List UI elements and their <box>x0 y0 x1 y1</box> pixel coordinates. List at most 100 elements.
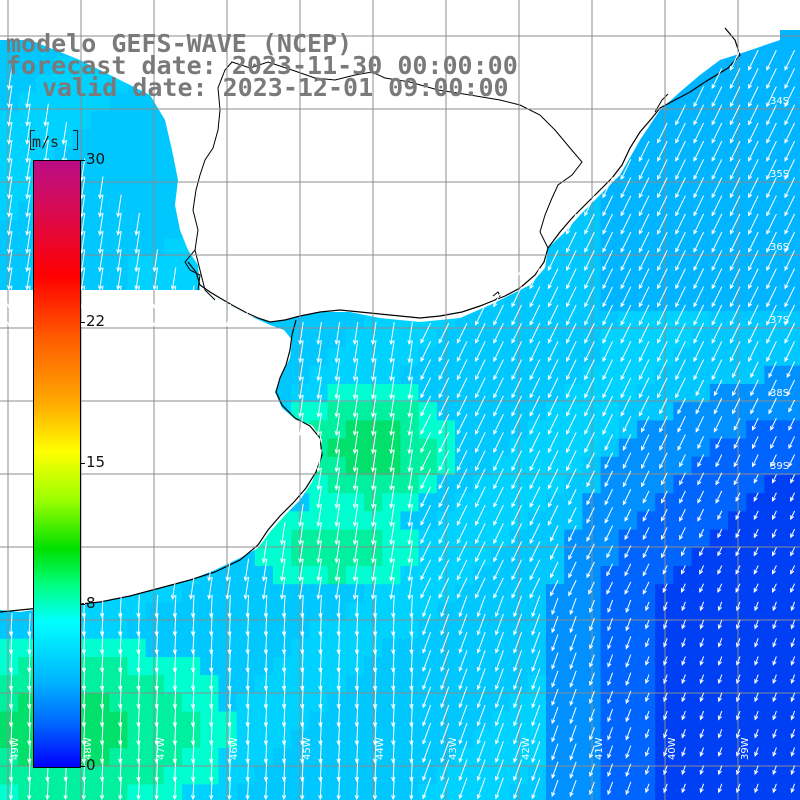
wind-arrow <box>784 159 796 181</box>
wind-arrow <box>422 668 432 691</box>
wind-arrow <box>711 286 723 308</box>
wind-arrow <box>511 304 523 326</box>
wind-arrow <box>420 541 432 563</box>
wind-arrow <box>352 558 359 582</box>
wind-arrow <box>589 617 595 632</box>
wind-arrow <box>695 397 705 415</box>
wind-arrow <box>280 522 286 546</box>
wind-arrow <box>440 595 450 618</box>
wind-arrow <box>7 194 13 218</box>
wind-arrow <box>607 654 614 668</box>
wind-arrow <box>440 631 450 654</box>
wind-arrow <box>768 361 777 379</box>
wind-arrow <box>699 565 705 575</box>
wind-arrow <box>699 547 705 557</box>
wind-arrow <box>389 322 395 346</box>
wind-arrow <box>620 195 632 217</box>
wind-arrow <box>659 397 668 415</box>
wind-arrow <box>715 472 723 486</box>
wind-arrow <box>547 359 559 381</box>
wind-arrow <box>625 654 632 668</box>
wind-arrow <box>316 413 322 437</box>
wind-arrow <box>98 267 104 291</box>
wind-arrow <box>586 488 595 506</box>
wind-arrow <box>681 619 686 630</box>
wind-arrow <box>352 340 359 364</box>
wind-arrow <box>693 359 705 381</box>
wind-arrow <box>620 395 632 417</box>
wind-arrow <box>790 747 796 757</box>
wind-arrow <box>693 104 705 126</box>
wind-arrow <box>316 322 322 346</box>
wind-arrow <box>209 776 214 800</box>
wind-arrow <box>511 268 523 290</box>
wind-arrow <box>602 268 614 290</box>
wind-arrow <box>422 722 432 745</box>
wind-arrow <box>475 577 486 599</box>
wind-arrow <box>422 686 432 709</box>
wind-arrow <box>354 776 360 800</box>
wind-arrow <box>602 231 614 253</box>
wind-arrow <box>604 452 614 470</box>
wind-arrow <box>569 670 577 688</box>
wind-arrow <box>736 692 741 703</box>
wind-arrow <box>790 638 796 648</box>
wind-arrow <box>170 576 177 600</box>
wind-arrow <box>243 576 250 600</box>
colorbar <box>33 160 81 768</box>
wind-arrow <box>620 304 632 326</box>
wind-arrow <box>475 468 486 490</box>
wind-arrow <box>732 361 741 379</box>
wind-arrow <box>98 194 104 218</box>
wind-arrow <box>711 322 723 344</box>
wind-arrow <box>371 522 377 546</box>
wind-arrow <box>602 413 614 435</box>
wind-arrow <box>511 395 523 417</box>
wind-arrow <box>602 377 614 399</box>
wind-arrow <box>729 268 741 290</box>
wind-arrow <box>625 672 632 686</box>
wind-arrow <box>569 707 577 725</box>
wind-arrow <box>642 581 650 595</box>
wind-arrow <box>788 436 796 450</box>
wind-arrow <box>422 613 432 636</box>
wind-arrow <box>551 779 559 798</box>
wind-arrow <box>638 322 650 344</box>
wind-arrow <box>407 376 413 400</box>
wind-arrow <box>134 212 140 236</box>
wind-arrow <box>389 485 395 509</box>
wind-arrow <box>420 377 432 399</box>
wind-arrow <box>476 686 486 709</box>
wind-arrow <box>711 86 723 108</box>
wind-arrow <box>753 474 759 484</box>
wind-arrow <box>711 250 723 272</box>
wind-arrow <box>607 672 614 686</box>
wind-arrow <box>754 710 759 721</box>
wind-arrow <box>63 776 68 800</box>
wind-arrow <box>566 250 577 272</box>
wind-arrow <box>675 231 686 253</box>
wind-arrow <box>566 395 577 417</box>
wind-arrow <box>438 432 450 454</box>
wind-arrow <box>407 431 413 455</box>
wind-arrow <box>25 121 31 145</box>
wind-arrow <box>25 176 31 200</box>
wind-arrow <box>298 576 304 600</box>
wind-arrow <box>645 674 650 685</box>
wind-arrow <box>352 576 359 600</box>
wind-arrow <box>638 213 650 235</box>
wind-arrow <box>625 690 632 705</box>
wind-arrow <box>766 250 777 272</box>
wind-arrow <box>475 486 486 508</box>
wind-arrow <box>736 710 741 721</box>
wind-arrow <box>638 359 650 381</box>
wind-arrow <box>438 413 450 435</box>
wind-arrow <box>531 722 541 745</box>
wind-arrow <box>371 340 377 364</box>
wind-arrow <box>569 779 577 798</box>
wind-arrow <box>711 140 723 162</box>
wind-arrow <box>440 704 450 727</box>
wind-arrow <box>551 616 559 634</box>
wind-arrow <box>693 341 705 363</box>
wind-arrow <box>589 745 595 759</box>
